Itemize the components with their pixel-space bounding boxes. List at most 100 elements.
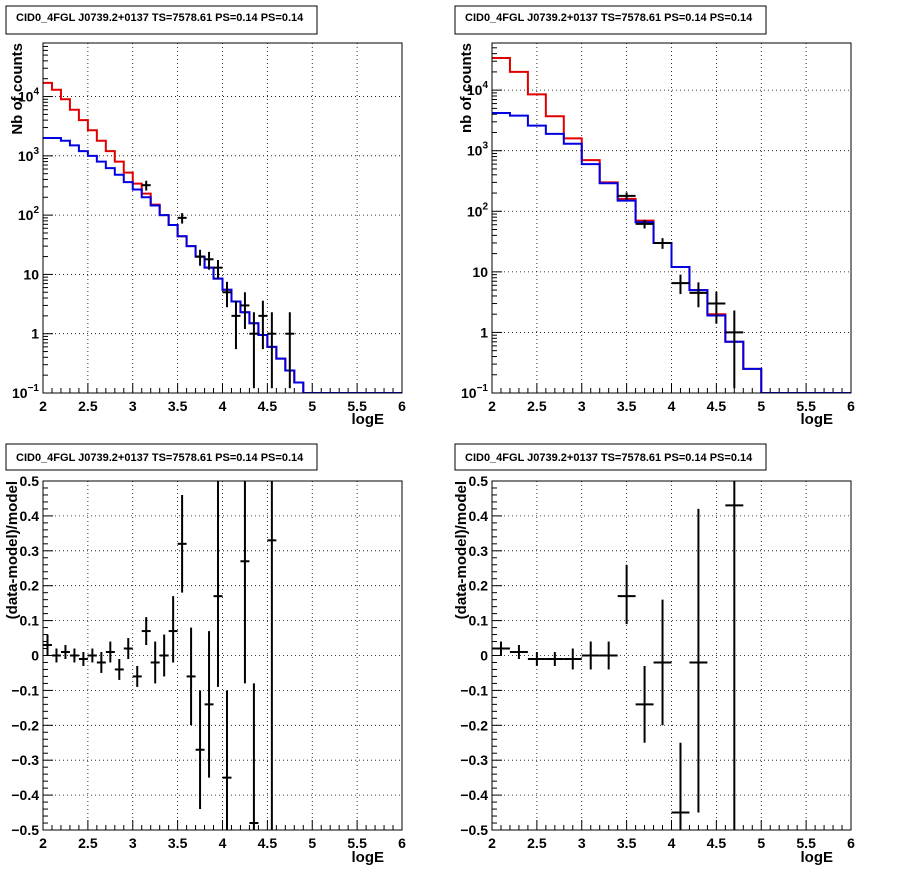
data-point xyxy=(509,645,528,659)
x-tick-label: 4 xyxy=(668,398,676,414)
plot-frame xyxy=(491,480,852,831)
title-box xyxy=(454,5,767,35)
x-tick-label: 5.5 xyxy=(347,835,367,851)
y-tick-label: 10 xyxy=(23,266,39,282)
data-point xyxy=(141,180,151,191)
y-tick-label: 103 xyxy=(18,146,40,164)
x-tick-label: 2 xyxy=(488,835,496,851)
x-tick-label: 2 xyxy=(488,398,496,414)
x-tick-label: 3.5 xyxy=(617,398,637,414)
y-tick-label: −0.2 xyxy=(11,717,39,733)
y-axis-label: (data-model)/model xyxy=(4,481,21,619)
data-point xyxy=(132,665,142,687)
x-tick-label: 3 xyxy=(578,398,586,414)
x-tick-label: 5 xyxy=(757,835,765,851)
data-point xyxy=(689,282,708,308)
x-tick-label: 2.5 xyxy=(78,398,98,414)
data-point xyxy=(671,274,690,295)
residual-panel-left: CID0_4FGL J0739.2+0137 TS=7578.61 PS=0.1… xyxy=(4,443,406,866)
y-tick-label: 0.1 xyxy=(469,613,489,629)
y-tick-label: −0.4 xyxy=(11,787,39,803)
data-point xyxy=(581,641,600,670)
y-tick-label-exponent: −1 xyxy=(28,383,40,394)
data-point xyxy=(599,641,618,670)
y-tick-label: 0.5 xyxy=(469,473,489,489)
y-tick-label: −0.1 xyxy=(11,682,39,698)
title-box xyxy=(454,443,767,471)
data-point xyxy=(195,249,205,266)
data-point xyxy=(204,631,214,778)
y-tick-label-base: 10 xyxy=(12,385,28,401)
y-tick-label-base: 10 xyxy=(467,203,483,219)
x-tick-label: 3 xyxy=(129,398,137,414)
x-tick-label: 3.5 xyxy=(617,835,637,851)
y-axis-label: Nb of counts xyxy=(9,43,26,135)
data-point xyxy=(617,192,636,200)
data-point xyxy=(96,652,106,673)
x-tick-label: 2.5 xyxy=(527,398,547,414)
data-point xyxy=(105,641,115,663)
data-point xyxy=(527,652,546,666)
y-tick-label-base: 10 xyxy=(18,207,34,223)
x-tick-label: 2.5 xyxy=(78,835,98,851)
y-tick-label: −0.1 xyxy=(460,682,488,698)
plot-area xyxy=(492,481,744,830)
x-tick-label: 3 xyxy=(578,835,586,851)
x-tick-label: 3.5 xyxy=(168,835,188,851)
data-point xyxy=(43,634,52,656)
y-tick-label: 104 xyxy=(18,87,40,105)
plot-frame xyxy=(42,42,403,394)
x-tick-label: 2 xyxy=(39,398,47,414)
chart-title: CID0_4FGL J0739.2+0137 TS=7578.61 PS=0.1… xyxy=(465,452,753,464)
data-point xyxy=(689,508,708,813)
y-axis-label: (data-model)/model xyxy=(453,481,470,619)
y-tick-label: 10−1 xyxy=(12,383,39,401)
y-tick-label: 0.4 xyxy=(20,508,40,524)
data-point xyxy=(671,742,690,830)
x-tick-label: 2.5 xyxy=(527,835,547,851)
y-tick-label: 10−1 xyxy=(461,383,488,401)
y-tick-label: 0.1 xyxy=(20,613,40,629)
data-point xyxy=(69,648,79,663)
y-tick-label-base: 10 xyxy=(18,148,34,164)
data-point xyxy=(123,638,133,659)
y-tick-label: 1 xyxy=(31,326,39,342)
plot-area xyxy=(492,56,851,393)
x-tick-label: 6 xyxy=(398,835,406,851)
y-tick-label: −0.3 xyxy=(11,752,39,768)
y-tick-label: 0.2 xyxy=(20,578,40,594)
y-tick-label: 0.4 xyxy=(469,508,489,524)
plot-frame xyxy=(491,42,852,394)
data-point xyxy=(213,260,223,279)
x-tick-label: 2 xyxy=(39,835,47,851)
y-tick-label: 103 xyxy=(467,141,489,159)
y-tick-label-base: 10 xyxy=(18,89,34,105)
y-tick-label: −0.5 xyxy=(460,822,488,838)
x-tick-label: 5 xyxy=(308,398,316,414)
data-point xyxy=(653,238,672,249)
y-tick-label-exponent: 3 xyxy=(482,141,488,152)
y-tick-label: 0.3 xyxy=(469,543,489,559)
spectrum-panel-left: CID0_4FGL J0739.2+0137 TS=7578.61 PS=0.1… xyxy=(5,5,406,428)
data-point xyxy=(267,312,277,389)
x-tick-label: 6 xyxy=(398,398,406,414)
title-box xyxy=(5,443,318,471)
y-tick-label-base: 10 xyxy=(467,82,483,98)
data-point xyxy=(168,596,178,663)
data-point xyxy=(87,648,97,663)
x-tick-label: 5.5 xyxy=(796,835,816,851)
data-point xyxy=(60,645,70,659)
residual-panel-right: CID0_4FGL J0739.2+0137 TS=7578.61 PS=0.1… xyxy=(453,443,855,866)
data-point xyxy=(249,683,259,830)
y-tick-label: −0.4 xyxy=(460,787,488,803)
data-point xyxy=(222,281,232,308)
y-tick-label: 102 xyxy=(18,205,40,223)
x-tick-label: 4.5 xyxy=(258,835,278,851)
data-point xyxy=(258,300,268,350)
x-tick-label: 4.5 xyxy=(258,398,278,414)
y-axis-label: nb of counts xyxy=(458,43,475,133)
data-point xyxy=(177,213,187,224)
x-axis-label: logE xyxy=(352,411,385,428)
